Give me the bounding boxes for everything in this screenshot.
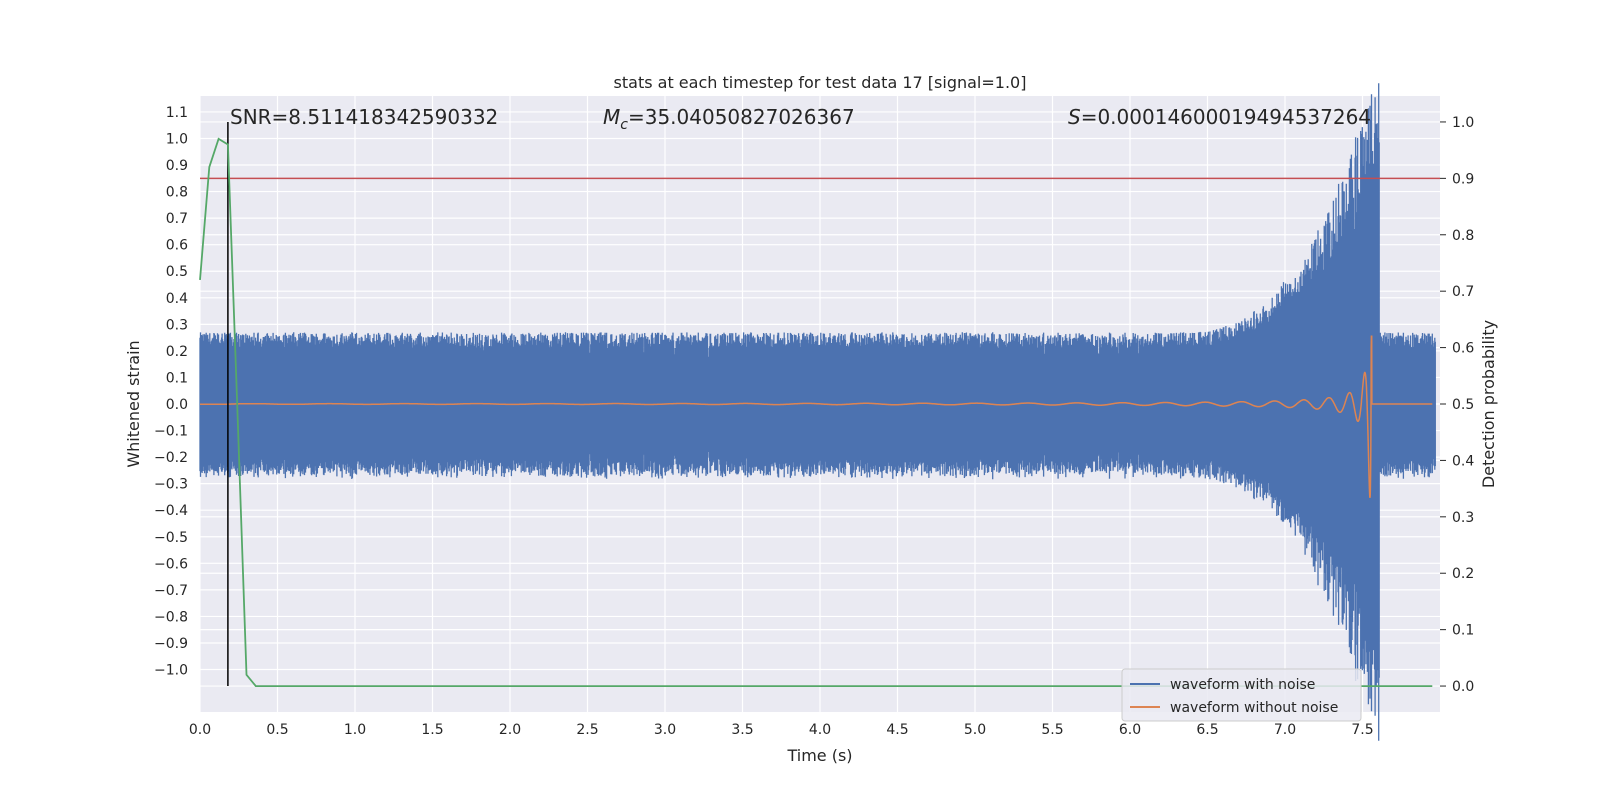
legend-label-with-noise: waveform with noise [1170,677,1315,693]
x-tick-label: 1.5 [421,722,443,738]
y-axis-right-title: Detection probability [1479,320,1498,488]
x-tick-label: 7.5 [1351,722,1373,738]
y-right-tick-label: 0.2 [1452,566,1474,582]
y-left-tick-label: 0.4 [166,291,188,307]
y-left-tick-label: −0.2 [154,450,188,466]
y-left-tick-label: 0.9 [166,158,188,174]
y-right-tick-label: 0.8 [1452,228,1474,244]
y-left-tick-label: −0.6 [154,556,188,572]
y-right-tick-label: 0.9 [1452,171,1474,187]
chart-title: stats at each timestep for test data 17 … [614,73,1027,92]
y-axis-left-title: Whitened strain [124,340,143,467]
x-tick-label: 0.5 [266,722,288,738]
y-left-tick-label: −0.1 [154,424,188,440]
x-axis-ticks: 0.0 0.5 1.0 1.5 2.0 2.5 3.0 3.5 4.0 4.5 5.0 5.5 6.0 6… [189,722,1374,738]
y-left-tick-label: 0.7 [166,211,188,227]
y-left-tick-label: 1.1 [166,105,188,121]
reference-lines [200,121,1440,687]
y-right-tick-label: 0.0 [1452,679,1474,695]
y-left-tick-label: 0.8 [166,185,188,201]
y-right-tick-label: 0.1 [1452,623,1474,639]
x-tick-label: 6.5 [1196,722,1218,738]
snr-annotation: SNR=8.511418342590332 [230,105,498,129]
series-waveform-without-noise [200,335,1433,498]
y-right-tick-label: 0.3 [1452,510,1474,526]
chirp-mass-subscript: c [620,117,628,133]
x-tick-label: 3.5 [731,722,753,738]
y-left-tick-label: 0.6 [166,238,188,254]
legend-box [1121,668,1362,722]
chirp-mass-value: =35.04050827026367 [628,105,855,129]
significance-value: =0.00014600019494537264 [1081,105,1371,129]
clean-waveform-line [200,335,1433,498]
y-left-tick-label: −0.9 [154,636,188,652]
y-left-tick-label: 1.0 [166,131,188,147]
y-left-tick-label: −1.0 [154,663,188,679]
x-axis-title: Time (s) [786,746,852,765]
y-axis-right-ticks: 1.0 0.9 0.8 0.7 0.6 0.5 0.4 0.3 0.2 0.1 0.0 [1440,115,1474,695]
chirp-mass-annotation: Mc=35.04050827026367 [603,105,855,133]
x-tick-label: 3.0 [654,722,676,738]
y-left-tick-label: 0.3 [166,317,188,333]
y-axis-left-ticks: 1.1 1.0 0.9 0.8 0.7 0.6 0.5 0.4 0.3 0.2 0.1 0.0 −0.1… [154,105,188,679]
x-tick-label: 6.0 [1119,722,1141,738]
y-left-tick-label: 0.5 [166,264,188,280]
y-left-tick-label: −0.5 [154,530,188,546]
y-left-tick-label: 0.0 [166,397,188,413]
y-right-tick-label: 0.6 [1452,341,1474,357]
y-left-tick-label: 0.2 [166,344,188,360]
legend-label-without-noise: waveform without noise [1170,700,1338,716]
x-tick-label: 2.5 [576,722,598,738]
x-tick-label: 5.5 [1041,722,1063,738]
chirp-mass-symbol: M [603,105,620,129]
x-tick-label: 5.0 [964,722,986,738]
y-left-tick-label: −0.7 [154,583,188,599]
legend: waveform with noise waveform without noi… [1121,668,1362,722]
y-left-tick-label: −0.8 [154,609,188,625]
y-left-tick-label: −0.4 [154,503,188,519]
y-left-tick-label: 0.1 [166,370,188,386]
y-right-tick-label: 1.0 [1452,115,1474,131]
x-tick-label: 1.0 [344,722,366,738]
y-right-tick-label: 0.7 [1452,284,1474,300]
x-tick-label: 4.0 [809,722,831,738]
y-right-tick-label: 0.4 [1452,453,1474,469]
y-left-tick-label: −0.3 [154,477,188,493]
significance-symbol: S [1068,105,1081,129]
significance-annotation: S=0.00014600019494537264 [1068,105,1371,129]
y-right-tick-label: 0.5 [1452,397,1474,413]
x-tick-label: 4.5 [886,722,908,738]
x-tick-label: 2.0 [499,722,521,738]
x-tick-label: 0.0 [189,722,211,738]
x-tick-label: 7.0 [1274,722,1296,738]
